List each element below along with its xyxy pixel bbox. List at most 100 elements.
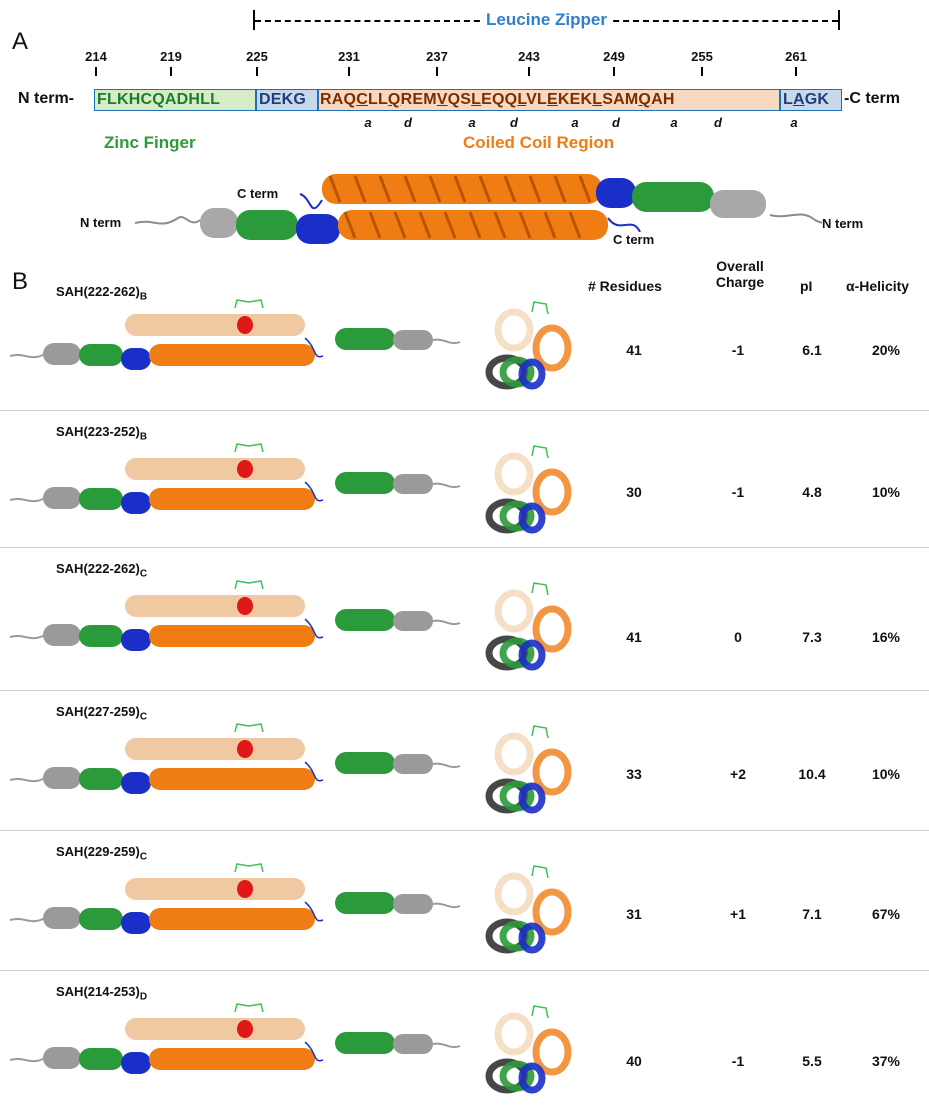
loop-right [304, 618, 324, 639]
zinc-helix-segment [79, 488, 123, 510]
tick-mark-255 [701, 67, 703, 76]
light-helix-segment [125, 314, 305, 336]
red-residue-mark [237, 460, 253, 478]
axial-helix-top [494, 872, 534, 916]
cell-charge: 0 [734, 629, 742, 645]
gray-helix-segment-right [393, 894, 433, 914]
side-view-structure [9, 1003, 461, 1074]
panel-a-label: A [12, 28, 29, 55]
cell-pi: 5.5 [802, 1053, 822, 1069]
axial-view-structure [485, 1005, 572, 1094]
cell-pi: 6.1 [802, 342, 822, 358]
axial-staple [531, 725, 549, 739]
dimer-structure-illustration [134, 174, 835, 244]
axial-staple [531, 445, 549, 459]
zinc-helix-segment-right [335, 752, 395, 774]
table-row: SAH(227-259)C 33 +2 10.4 10% [0, 700, 929, 830]
tick-mark-231 [348, 67, 350, 76]
axial-helix-green [499, 920, 535, 952]
coil-helix-segment [149, 488, 315, 510]
axial-view-structure [485, 865, 572, 954]
row-divider [0, 830, 929, 831]
loop-right [304, 337, 324, 358]
gray-helix-segment-right [393, 1034, 433, 1054]
zinc-finger-label: Zinc Finger [104, 133, 196, 152]
table-row: SAH(223-252)B 30 -1 4.8 10% [0, 420, 929, 550]
cell-pi: 7.1 [802, 906, 822, 922]
coil-helix-segment [149, 768, 315, 790]
loop-right [304, 481, 324, 502]
ct-seq-text: LAGK [783, 91, 830, 108]
gray-helix-segment-right [393, 611, 433, 631]
axial-helix-blue [518, 639, 546, 671]
heptad-d: d [404, 115, 412, 130]
zinc-helix-segment [79, 1048, 123, 1070]
struct-n-term-right: N term [822, 216, 864, 231]
cell-residues: 40 [626, 1053, 642, 1069]
seq-zinc-finger-segment: FLKHCQADHLL [94, 89, 256, 111]
zinc-helix-segment-right [335, 609, 395, 631]
coil-helix-segment [149, 908, 315, 930]
blue-helix-segment [121, 629, 151, 651]
axial-helix-top [494, 308, 534, 352]
cell-charge: -1 [731, 342, 745, 358]
cell-residues: 30 [626, 484, 642, 500]
tick-mark-219 [170, 67, 172, 76]
row-divider [0, 547, 929, 548]
tail-left-line [9, 1057, 46, 1063]
axial-helix-right [532, 324, 572, 372]
hydrocarbon-staple [234, 443, 264, 453]
position-237: 237 [426, 49, 448, 64]
row-divider [0, 690, 929, 691]
axial-view-structure [485, 301, 572, 390]
blue-helix-segment [121, 912, 151, 934]
light-helix-segment [125, 738, 305, 760]
heptad-a: a [468, 115, 476, 130]
header-pi: pI [800, 278, 813, 294]
tick-mark-225 [256, 67, 258, 76]
heptad-d: d [612, 115, 620, 130]
cell-helicity: 67% [871, 906, 901, 922]
tick-mark-237 [436, 67, 438, 76]
tail-right-line [432, 338, 461, 345]
position-231: 231 [338, 49, 360, 64]
axial-helix-top [494, 1012, 534, 1056]
seq-linker-segment: DEKG [256, 89, 318, 111]
gray-helix-segment-right [393, 754, 433, 774]
tail-right-line [432, 619, 461, 626]
loop-right [304, 1041, 324, 1062]
struct-n-term-left: N term [80, 215, 122, 230]
seq-c-term: -C term [844, 90, 901, 107]
zinc-helix-segment [79, 625, 123, 647]
blue-helix-segment [121, 492, 151, 514]
coil-helix-segment [149, 625, 315, 647]
axial-staple [531, 1005, 549, 1019]
hydrocarbon-staple [234, 1003, 264, 1013]
tick-mark-249 [613, 67, 615, 76]
panel-b-label: B [12, 268, 29, 295]
gray-helix-segment [43, 343, 81, 365]
tail-left-line [9, 497, 46, 503]
axial-helix-green [499, 1060, 535, 1092]
blue-helix-segment [121, 1052, 151, 1074]
tail-right-line [432, 482, 461, 489]
cell-helicity: 16% [871, 629, 901, 645]
header-charge: Overall Charge [715, 258, 765, 290]
cell-residues: 33 [626, 766, 642, 782]
row-divider [0, 410, 929, 411]
blue-helix-segment [121, 772, 151, 794]
row-divider [0, 970, 929, 971]
header-helicity: α-Helicity [846, 278, 910, 294]
axial-helix-top [494, 452, 534, 496]
position-243: 243 [518, 49, 540, 64]
tail-left-line [9, 353, 46, 359]
heptad-a: a [790, 115, 798, 130]
position-225: 225 [246, 49, 268, 64]
row-name: SAH(214-253)D [56, 984, 148, 1003]
axial-helix-right [532, 748, 572, 796]
gray-helix-segment [43, 767, 81, 789]
axial-helix-right [532, 888, 572, 936]
row-name: SAH(229-259)C [56, 844, 148, 863]
position-249: 249 [603, 49, 625, 64]
gray-helix-segment [43, 487, 81, 509]
